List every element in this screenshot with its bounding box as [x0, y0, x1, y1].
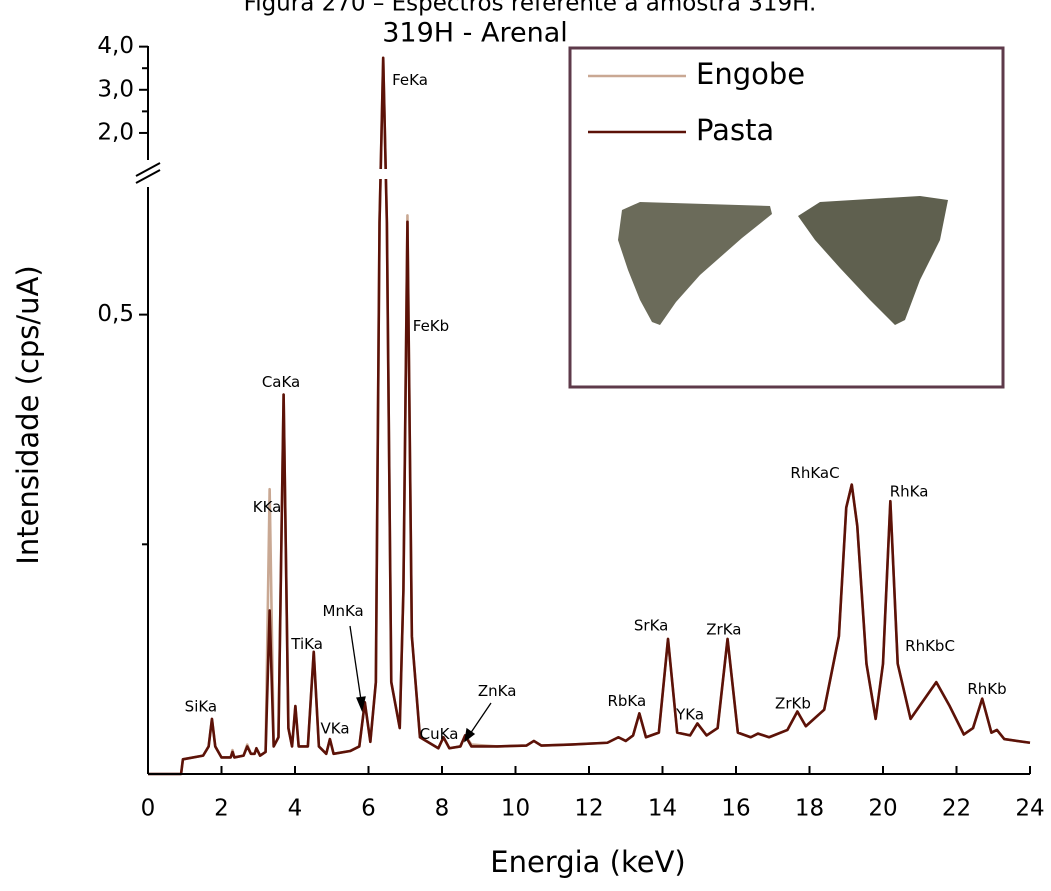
arrow	[469, 702, 492, 735]
legend-label: Pasta	[696, 113, 774, 147]
legend: Engobe Pasta	[568, 46, 1005, 389]
x-tick-label: 16	[721, 796, 750, 822]
figure-caption: Figura 270 – Espectros referente à amost…	[244, 0, 817, 17]
peak-label: ZrKa	[706, 620, 741, 638]
peak-label: RhKa	[890, 482, 929, 500]
axis-break	[135, 169, 161, 184]
peak-label: RhKbC	[905, 637, 955, 655]
axes	[135, 45, 1031, 775]
peak-label: RhKaC	[790, 464, 839, 482]
arrow-head	[464, 727, 476, 743]
legend-label: Engobe	[696, 57, 805, 91]
x-tick-label: 22	[942, 796, 971, 822]
y-tick-label: 0,5	[97, 301, 134, 327]
peak-label: RbKa	[607, 692, 646, 710]
sherd	[618, 202, 772, 325]
peak-label: SiKa	[185, 697, 217, 715]
peak-label: TiKa	[290, 635, 323, 653]
y-axis-label: Intensidade (cps/uA)	[11, 265, 45, 564]
arrow-head	[356, 696, 366, 713]
peak-label: ZnKa	[478, 682, 517, 700]
x-tick-label: 24	[1015, 796, 1044, 822]
peak-label: VKa	[321, 719, 350, 737]
sherd	[798, 196, 948, 325]
chart-title: 319H - Arenal	[382, 18, 568, 49]
peak-label: SrKa	[634, 617, 668, 635]
peak-label: ZrKb	[775, 695, 811, 713]
y-tick-label: 4,0	[97, 33, 134, 59]
peak-label: FeKa	[392, 71, 428, 89]
x-axis-label: Energia (keV)	[490, 845, 685, 879]
arrows	[349, 625, 492, 743]
x-tick-label: 6	[361, 796, 376, 822]
peak-label: CuKa	[420, 725, 459, 743]
x-tick-label: 8	[435, 796, 450, 822]
axis-break	[135, 162, 161, 177]
x-tick-label: 14	[648, 796, 677, 822]
peak-label: KKa	[253, 498, 282, 516]
peak-label: MnKa	[323, 602, 364, 620]
peak-label: RhKb	[967, 680, 1006, 698]
x-tick-label: 0	[141, 796, 156, 822]
peak-label: CaKa	[262, 373, 300, 391]
x-tick-label: 18	[795, 796, 824, 822]
x-tick-label: 10	[501, 796, 530, 822]
y-tick-label: 2,0	[97, 119, 134, 145]
x-tick-label: 4	[288, 796, 303, 822]
y-tick-label: 3,0	[97, 76, 134, 102]
x-tick-label: 2	[214, 796, 229, 822]
sample-photo	[618, 196, 948, 325]
x-tick-label: 12	[574, 796, 603, 822]
arrow	[349, 625, 362, 701]
peak-label: YKa	[675, 706, 704, 724]
x-tick-label: 20	[868, 796, 897, 822]
peak-label: FeKb	[413, 317, 449, 335]
series-line	[148, 56, 1031, 776]
